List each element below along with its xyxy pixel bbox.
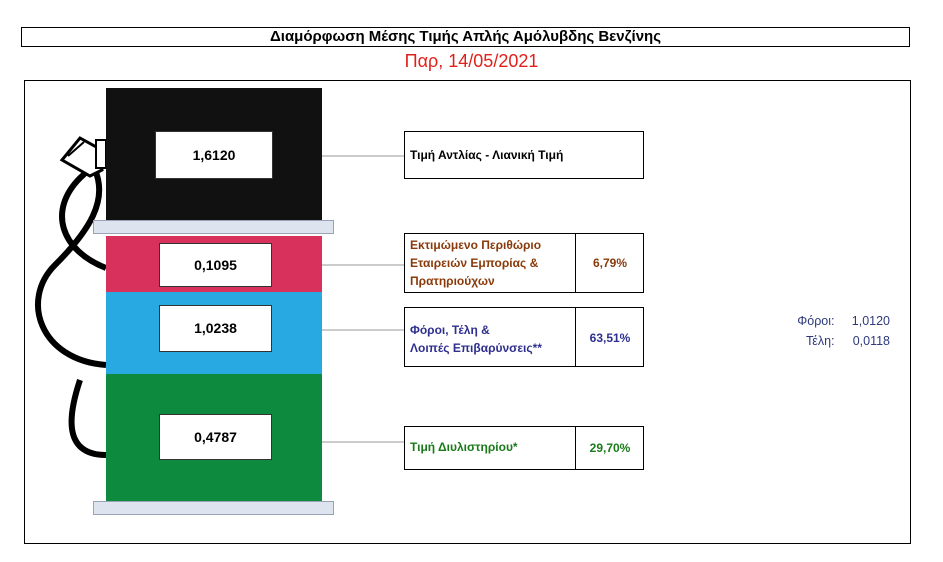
margin-label-box: Εκτιμώμενο Περιθώριο Εταιρειών Εμπορίας …	[404, 233, 644, 293]
tax-row-teli-value: 0,0118	[852, 334, 890, 348]
taxes-percent: 63,51%	[589, 331, 631, 345]
retail-label-box: Τιμή Αντλίας - Λιανική Τιμή	[404, 131, 644, 179]
report-date: Παρ, 14/05/2021	[404, 51, 539, 71]
margin-value: 0,1095	[159, 243, 272, 287]
taxes-label-line-1: Φόροι, Τέλη &	[410, 323, 490, 337]
refinery-value: 0,4787	[159, 414, 272, 460]
taxes-label-box: Φόροι, Τέλη & Λοιπές Επιβαρύνσεις** 63,5…	[404, 307, 644, 367]
refinery-label: Τιμή Διυλιστηρίου*	[410, 440, 518, 454]
tax-row-teli: Τέλη: 0,0118	[760, 331, 890, 351]
pump-upper-cap	[93, 220, 334, 234]
tax-row-foroi-value: 1,0120	[851, 314, 890, 328]
tax-row-foroi: Φόροι: 1,0120	[760, 311, 890, 331]
margin-label-line-1: Εκτιμώμενο Περιθώριο	[410, 238, 542, 252]
margin-label-line-3: Πρατηριούχων	[410, 274, 495, 288]
retail-value: 1,6120	[155, 131, 273, 179]
chart-title: Διαμόρφωση Μέσης Τιμής Απλής Αμόλυβδης Β…	[21, 27, 910, 47]
margin-percent: 6,79%	[592, 256, 628, 270]
tax-row-foroi-label: Φόροι:	[797, 314, 835, 328]
margin-label-line-2: Εταιρειών Εμπορίας &	[410, 256, 539, 270]
tax-breakdown: Φόροι: 1,0120 Τέλη: 0,0118	[760, 311, 890, 351]
refinery-label-box: Τιμή Διυλιστηρίου* 29,70%	[404, 426, 644, 470]
pump-nozzle-icon	[59, 136, 107, 178]
taxes-label-line-2: Λοιπές Επιβαρύνσεις**	[410, 341, 542, 355]
chart-frame	[24, 80, 911, 544]
retail-label: Τιμή Αντλίας - Λιανική Τιμή	[410, 148, 564, 162]
tax-row-teli-label: Τέλη:	[806, 334, 835, 348]
taxes-value: 1,0238	[159, 305, 272, 352]
refinery-percent: 29,70%	[589, 441, 631, 455]
pump-base-cap	[93, 501, 334, 515]
